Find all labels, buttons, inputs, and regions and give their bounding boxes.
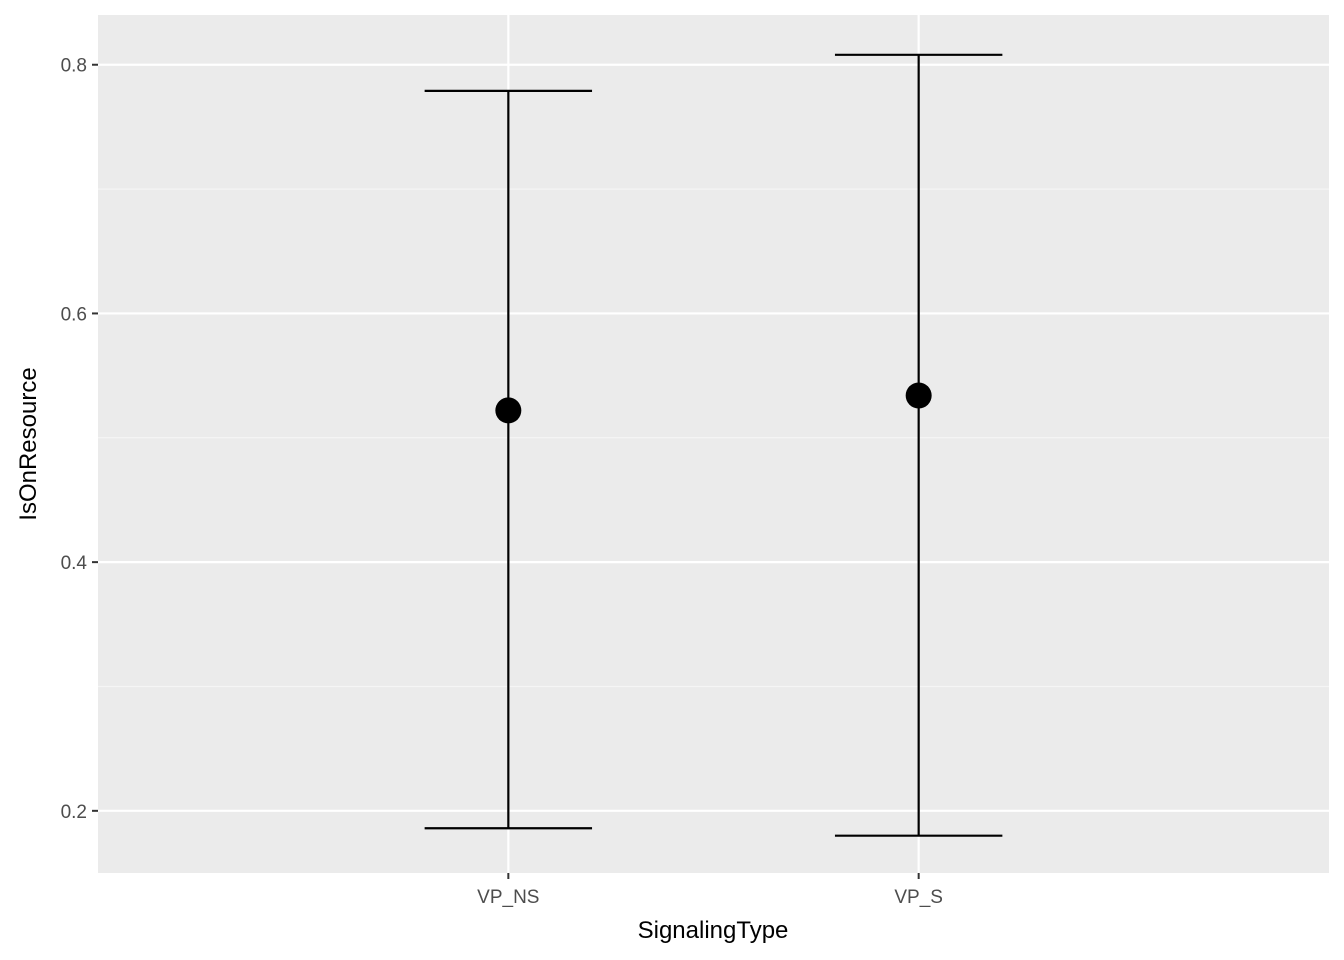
y-axis: 0.2 0.4 0.6 0.8 — [61, 56, 98, 823]
y-tick-label: 0.4 — [61, 553, 88, 574]
x-axis-title: SignalingType — [638, 917, 789, 944]
x-tick-label: VP_S — [894, 887, 943, 908]
plot-panel — [98, 15, 1329, 873]
y-axis-title: IsOnResource — [15, 367, 42, 520]
data-point — [905, 382, 932, 409]
x-tick-label: VP_NS — [477, 887, 539, 908]
data-point — [495, 397, 522, 424]
y-tick-label: 0.2 — [61, 802, 87, 823]
data-marks — [424, 53, 1003, 837]
x-axis: VP_NS VP_S — [477, 873, 943, 908]
y-tick-label: 0.8 — [61, 56, 87, 77]
y-tick-label: 0.6 — [61, 304, 87, 325]
minor-gridlines — [98, 188, 1329, 688]
